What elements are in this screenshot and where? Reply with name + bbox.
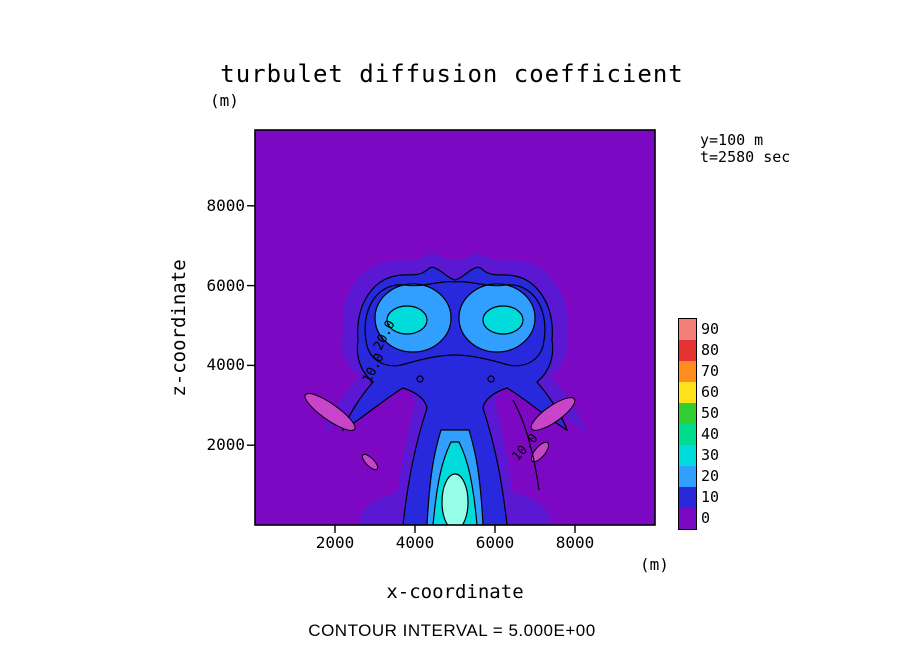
- colorbar-segment: [679, 466, 696, 487]
- colorbar-tick-label: 10: [701, 488, 720, 506]
- plot-annotations: y=100 m t=2580 sec: [700, 132, 790, 166]
- colorbar: [678, 318, 697, 530]
- y-tick-label: 8000: [206, 196, 245, 215]
- colorbar-tick-label: 0: [701, 509, 711, 527]
- y-tick-label: 4000: [206, 355, 245, 374]
- y-tick-label: 6000: [206, 276, 245, 295]
- colorbar-tick-label: 80: [701, 341, 720, 359]
- colorbar-segment: [679, 424, 696, 445]
- y-tick-label: 2000: [206, 435, 245, 454]
- colorbar-segment: [679, 361, 696, 382]
- contour-plot: 20.0 10.0 10.0: [247, 129, 656, 533]
- colorbar-tick-label: 20: [701, 467, 720, 485]
- colorbar-tick-label: 90: [701, 320, 720, 338]
- x-tick-label: 2000: [315, 533, 355, 552]
- y-axis-label: z-coordinate: [168, 259, 190, 397]
- colorbar-tick-label: 70: [701, 362, 720, 380]
- colorbar-segment: [679, 508, 696, 529]
- colorbar-segment: [679, 445, 696, 466]
- colorbar-tick-label: 50: [701, 404, 720, 422]
- contour-interval-caption: CONTOUR INTERVAL = 5.000E+00: [308, 621, 596, 640]
- colorbar-segment: [679, 319, 696, 340]
- x-tick-label: 4000: [395, 533, 435, 552]
- side-streaks: [304, 393, 576, 471]
- x-axis-unit: (m): [640, 555, 669, 574]
- colorbar-segment: [679, 487, 696, 508]
- x-tick-label: 6000: [475, 533, 515, 552]
- colorbar-tick-label: 60: [701, 383, 720, 401]
- annotation-time: t=2580 sec: [700, 148, 791, 166]
- colorbar-segment: [679, 382, 696, 403]
- colorbar-segment: [679, 340, 696, 361]
- contour-lines: [364, 281, 546, 491]
- colorbar-tick-label: 30: [701, 446, 720, 464]
- y-axis-unit: (m): [210, 91, 239, 110]
- x-tick-label: 8000: [555, 533, 595, 552]
- annotation-y-slice: y=100 m: [700, 131, 764, 149]
- x-axis-label: x-coordinate: [386, 581, 524, 603]
- plume-core: [441, 473, 469, 525]
- page-title: turbulet diffusion coefficient: [220, 60, 684, 88]
- axis-tick-marks: [247, 205, 576, 533]
- colorbar-segment: [679, 403, 696, 424]
- plot-frame: [254, 129, 656, 526]
- colorbar-tick-label: 40: [701, 425, 720, 443]
